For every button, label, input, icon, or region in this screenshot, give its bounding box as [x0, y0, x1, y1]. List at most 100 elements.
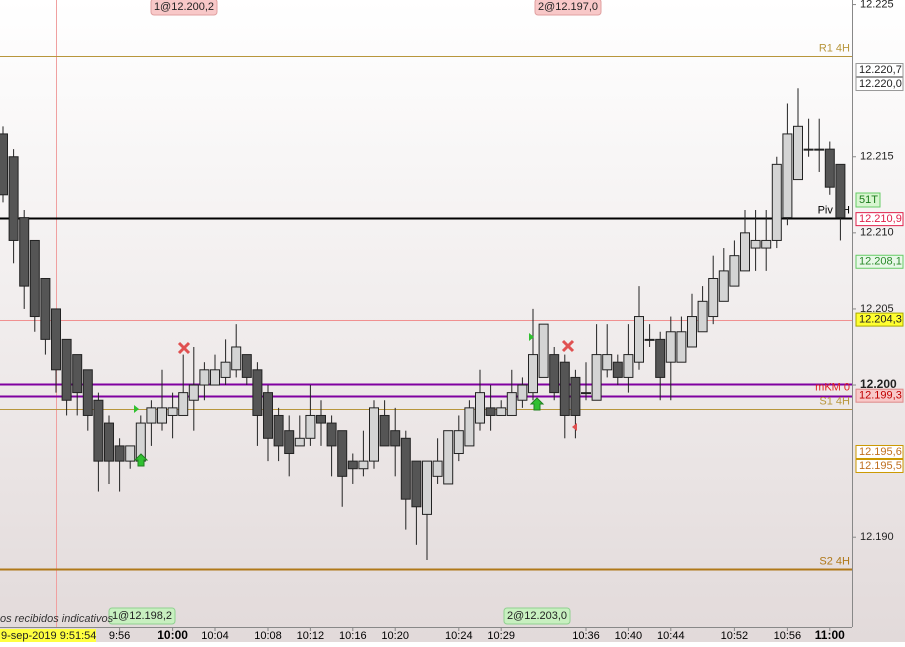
candle-body: [263, 392, 273, 439]
candle-body: [517, 384, 528, 401]
x-tick-label: 10:00: [157, 628, 188, 642]
candle-body: [178, 392, 189, 416]
y-tick-label: 12.205: [860, 303, 894, 315]
candle-body: [687, 316, 697, 348]
candle-body: [835, 163, 846, 219]
trade-label-box: [534, 0, 602, 16]
candle-body: [750, 239, 761, 249]
price-tag: 12.220,0: [859, 78, 902, 90]
price-tag: 12.210,9: [859, 213, 902, 225]
candle-body: [506, 392, 517, 416]
candle-body: [40, 277, 51, 340]
x-tick-label: 10:52: [721, 630, 749, 642]
candle-body: [294, 437, 305, 447]
x-tick-label: 10:36: [572, 630, 600, 642]
x-tick-label: 10:20: [381, 630, 409, 642]
buy-arrow: [529, 397, 545, 411]
status-text: os recibidos indicativos: [0, 613, 114, 625]
candle-body: [316, 414, 326, 424]
candle-body: [93, 399, 104, 462]
price-tag-box: [855, 254, 904, 269]
price-tag: 12.195,6: [859, 446, 902, 458]
candle-body: [146, 407, 157, 424]
y-tick-label: 12.225: [860, 0, 894, 10]
tick-counter: 51T: [859, 194, 878, 206]
price-tag: 12.199,3: [859, 390, 902, 402]
candle-body: [104, 422, 114, 462]
candle-body: [697, 300, 708, 333]
x-tick-label: 10:16: [339, 630, 367, 642]
candle-body: [305, 414, 316, 439]
candle-body: [379, 414, 390, 447]
y-tick-label: 12.190: [860, 531, 894, 543]
candle-body: [665, 331, 676, 363]
price-tag: 12.208,1: [859, 256, 902, 268]
candle-body: [676, 331, 687, 363]
candle-body: [464, 407, 475, 447]
candle-body: [241, 354, 252, 378]
price-tag-box: [855, 458, 904, 473]
candle-body: [326, 422, 337, 447]
price-tag: 12.204,3: [859, 313, 902, 325]
buy-arrow: [133, 453, 149, 467]
candle-body: [347, 460, 358, 470]
x-tick-label: 10:44: [657, 630, 685, 642]
candle-body: [549, 354, 560, 394]
cursor-time: 9-sep-2019 9:51:54: [1, 630, 96, 642]
candle-body: [390, 430, 401, 447]
candle-body: [559, 361, 570, 416]
y-tick-label: 12.210: [860, 227, 894, 239]
candle-body: [337, 430, 348, 477]
signals: [133, 333, 577, 467]
x-tick-label: 10:04: [201, 630, 229, 642]
candle-body: [432, 460, 443, 477]
candle-body: [284, 430, 295, 455]
x-tick-label: 10:08: [254, 630, 282, 642]
candle-body: [708, 277, 719, 318]
candle-body: [422, 460, 432, 515]
candle-body: [125, 445, 136, 462]
candle-body: [591, 354, 602, 401]
candle-body: [61, 338, 72, 401]
price-tag-box: [855, 77, 904, 92]
candle-body: [485, 407, 496, 416]
candle-body: [72, 354, 83, 394]
entry-marker: [134, 405, 139, 413]
price-tag: 12.195,5: [859, 460, 902, 472]
candle-body: [210, 369, 220, 386]
candle-body: [400, 437, 411, 500]
candle-body: [634, 316, 644, 363]
level-label: S2 4H: [819, 555, 850, 567]
price-tag-box: [855, 212, 904, 227]
tick-counter-box: [855, 192, 881, 208]
candle-body: [793, 125, 803, 181]
sell-signal: [561, 339, 575, 353]
candle-body: [51, 308, 61, 371]
candle-body: [771, 163, 782, 241]
candle-body: [167, 407, 178, 416]
price-tag: 12.220,7: [859, 64, 902, 76]
entry-marker: [529, 333, 534, 341]
x-tick-label: 11:00: [815, 628, 845, 642]
y-tick-label: 12.200: [860, 377, 897, 391]
x-tick-label: 10:24: [445, 630, 473, 642]
trade-label-box: [503, 607, 571, 625]
candle-body: [0, 133, 8, 196]
candle-body: [199, 369, 210, 386]
candle-body: [29, 239, 40, 318]
candle-body: [19, 217, 30, 287]
candle-body: [761, 239, 772, 249]
exit-marker: [572, 423, 577, 431]
price-tag-box: [855, 388, 904, 403]
candle-body: [538, 323, 549, 378]
candle-body: [644, 338, 655, 341]
x-tick-label: 9:56: [109, 630, 130, 642]
trade-label-box: [150, 0, 218, 16]
candle-body: [570, 376, 581, 416]
candle-body: [740, 232, 750, 272]
sell-signal: [177, 341, 191, 355]
x-tick-label: 10:29: [487, 630, 515, 642]
level-label: R1 4H: [819, 42, 850, 54]
